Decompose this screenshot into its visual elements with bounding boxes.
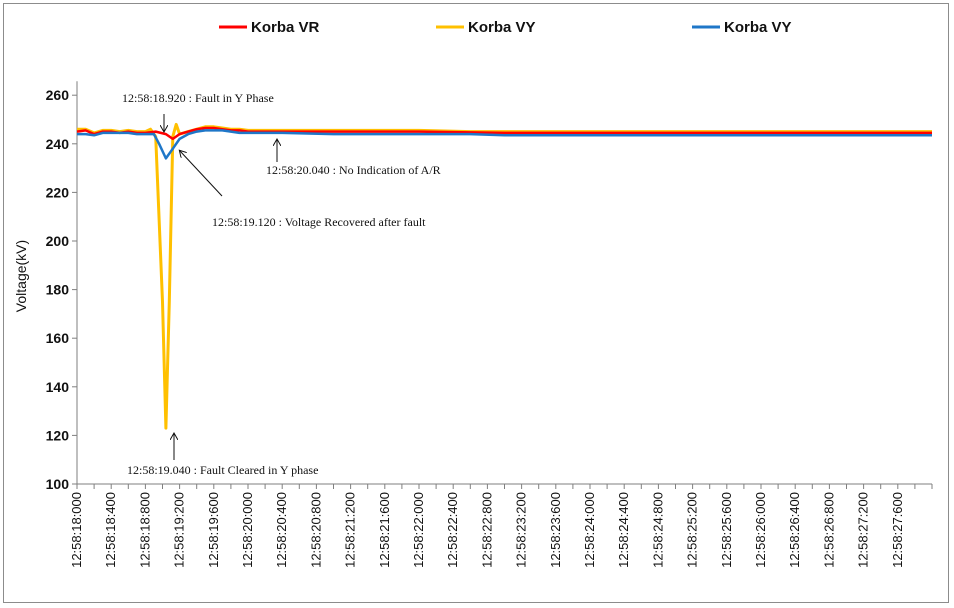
x-tick-label: 12:58:21:200 <box>343 492 358 568</box>
legend-label: Korba VR <box>251 19 320 36</box>
y-tick-label: 100 <box>46 476 70 492</box>
y-tick-label: 120 <box>46 427 70 443</box>
y-tick-label: 240 <box>46 136 70 152</box>
annotation-label: 12:58:19.120 : Voltage Recovered after f… <box>212 215 426 229</box>
x-tick-label: 12:58:24:800 <box>650 492 665 568</box>
y-tick-label: 180 <box>46 282 70 298</box>
x-tick-label: 12:58:24:400 <box>616 492 631 568</box>
y-tick-label: 200 <box>46 233 70 249</box>
annotation-arrow <box>180 151 223 197</box>
x-tick-label: 12:58:25:200 <box>685 492 700 568</box>
x-tick-label: 12:58:18:800 <box>137 492 152 568</box>
x-tick-label: 12:58:19:200 <box>172 492 187 568</box>
x-tick-label: 12:58:20:000 <box>240 492 255 568</box>
x-tick-label: 12:58:22:000 <box>411 492 426 568</box>
legend: Korba VR Korba VY Korba VY <box>219 19 792 36</box>
x-tick-label: 12:58:24:000 <box>582 492 597 568</box>
x-tick-label: 12:58:21:600 <box>377 492 392 568</box>
x-tick-label: 12:58:23:600 <box>548 492 563 568</box>
series-line-2 <box>77 129 932 160</box>
y-tick-label: 140 <box>46 379 70 395</box>
annotation-label: 12:58:18.920 : Fault in Y Phase <box>122 91 274 105</box>
x-tick-label: 12:58:26:000 <box>753 492 768 568</box>
x-tick-label: 12:58:27:200 <box>856 492 871 568</box>
legend-label: Korba VY <box>724 19 792 36</box>
x-tick-label: 12:58:20:800 <box>308 492 323 568</box>
x-tick-label: 12:58:19:600 <box>206 492 221 568</box>
x-tick-label: 12:58:26:400 <box>787 492 802 568</box>
x-tick-label: 12:58:25:600 <box>719 492 734 568</box>
x-tick-label: 12:58:18:400 <box>103 492 118 568</box>
y-axis: 100 120 140 160 180 200 220 240 260 <box>46 81 78 492</box>
series-line-1 <box>77 122 932 430</box>
x-tick-label: 12:58:26:800 <box>821 492 836 568</box>
x-tick-label: 12:58:23:200 <box>514 492 529 568</box>
annotation-label: 12:58:19.040 : Fault Cleared in Y phase <box>127 463 318 477</box>
y-tick-label: 260 <box>46 87 70 103</box>
chart-frame: Korba VR Korba VY Korba VY 100 120 140 160 180… <box>3 3 949 603</box>
annotation-layer: 12:58:18.920 : Fault in Y Phase 12:58:20.… <box>122 91 441 477</box>
x-tick-label: 12:58:27:600 <box>890 492 905 568</box>
voltage-line-chart: Korba VR Korba VY Korba VY 100 120 140 160 180… <box>13 19 933 568</box>
series-layer <box>76 122 932 430</box>
x-tick-label: 12:58:22:400 <box>445 492 460 568</box>
y-axis-title: Voltage(kV) <box>13 240 29 312</box>
x-tick-label: 12:58:18:000 <box>69 492 84 568</box>
x-tick-label: 12:58:20:400 <box>274 492 289 568</box>
y-tick-label: 160 <box>46 330 70 346</box>
x-tick-label: 12:58:22:800 <box>479 492 494 568</box>
annotation-label: 12:58:20.040 : No Indication of A/R <box>266 163 441 177</box>
y-tick-label: 220 <box>46 184 70 200</box>
x-axis: 12:58:18:000 12:58:18:400 12:58:18:800 12:5… <box>69 483 933 568</box>
legend-label: Korba VY <box>468 19 536 36</box>
